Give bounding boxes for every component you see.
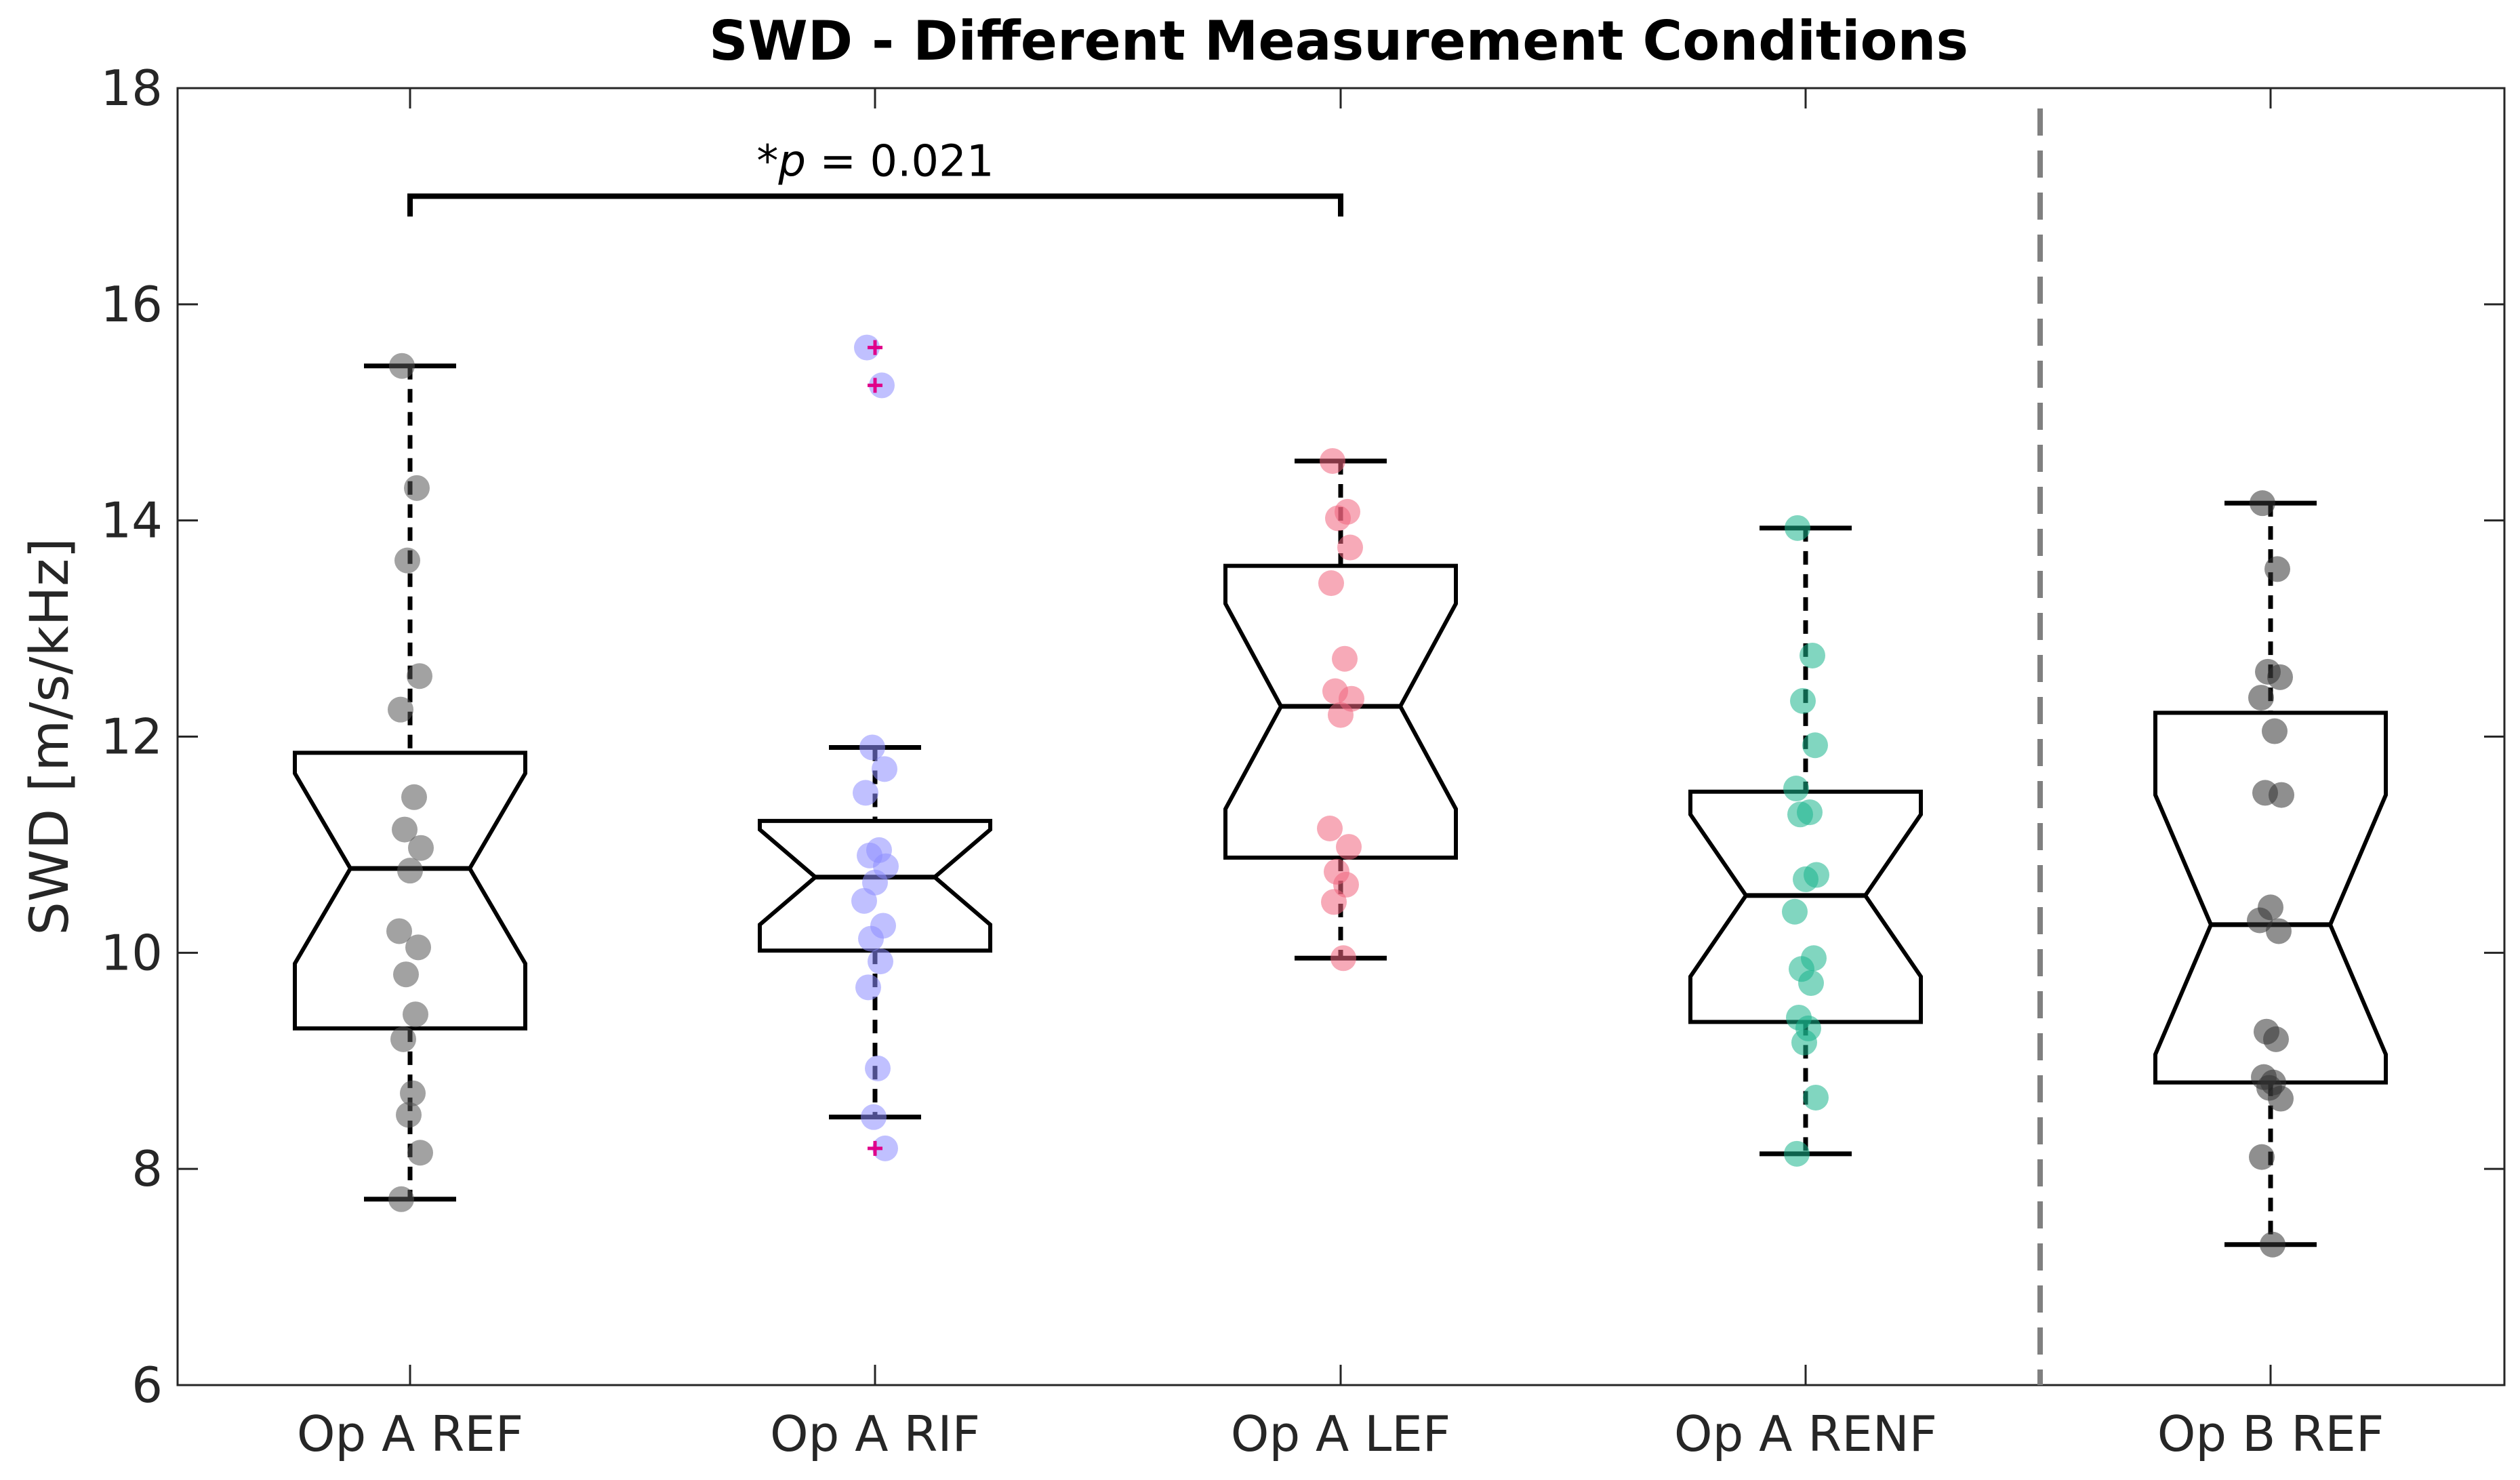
data-point [1332,645,1358,672]
data-point [1318,570,1344,597]
data-point [407,663,432,689]
data-point [2250,490,2275,517]
data-point [1793,866,1818,892]
notched-box [293,751,527,1031]
data-point [2263,1026,2289,1052]
data-point [1330,945,1356,972]
data-point [861,1104,887,1130]
data-point [2269,782,2294,808]
data-point [1798,969,1824,996]
x-tick-label: Op B REF [2157,1405,2384,1462]
data-point [403,1001,428,1028]
data-point [408,835,434,861]
notched-box [758,818,992,953]
data-point [386,918,412,944]
data-point [392,816,418,843]
data-point [2249,1144,2275,1170]
data-point [872,1135,898,1161]
data-point [397,858,423,884]
data-point [1325,505,1351,532]
outlier-marker [868,378,882,393]
data-point [1791,1029,1817,1056]
data-point [1321,889,1347,915]
chart-title: SWD - Different Measurement Conditions [709,9,1968,73]
x-tick-label: Op A LEF [1231,1405,1450,1462]
y-tick-label: 14 [100,492,163,549]
data-point [394,547,420,574]
outlier-marker [868,340,882,355]
y-tick-label: 6 [131,1357,163,1414]
data-point [2266,918,2292,944]
data-point [1800,642,1825,668]
data-point [2267,664,2293,690]
data-point [389,353,415,379]
x-tick-label: Op A RENF [1674,1405,1937,1462]
data-point [853,780,878,806]
notched-box [2153,711,2388,1085]
data-point [405,934,431,961]
data-point [859,734,885,761]
data-point [1802,732,1828,759]
data-point [1320,447,1345,474]
data-point [388,696,413,723]
data-point [872,756,897,782]
data-point [2268,1085,2294,1112]
data-point [390,1026,416,1052]
data-point [1337,534,1363,561]
y-tick-label: 16 [100,276,163,333]
data-point [1328,702,1354,728]
data-point [401,784,427,810]
data-point [855,974,881,1001]
data-point [858,925,884,952]
outlier-marker [868,1140,882,1156]
data-point [407,1140,433,1166]
data-point [851,887,877,914]
data-point [865,1055,891,1081]
data-point [1336,834,1362,860]
data-point [1783,776,1809,802]
data-point [2248,685,2274,711]
data-point [1785,515,1810,541]
data-point [388,1186,414,1212]
data-point [396,1102,422,1128]
data-point [1790,687,1816,714]
y-tick-label: 10 [100,924,163,981]
x-tick-label: Op A RIF [770,1405,980,1462]
data-point [1782,898,1808,925]
notched-box [1688,789,1923,1024]
y-tick-label: 12 [100,708,163,765]
data-point [2247,907,2273,934]
y-axis-label: SWD [m/s/kHz] [20,538,81,935]
data-point [400,1080,426,1106]
data-point [1803,1084,1829,1111]
data-point [2262,718,2288,744]
x-tick-label: Op A REF [297,1405,523,1462]
data-point [868,948,893,975]
y-tick-label: 8 [131,1140,163,1197]
data-point [393,961,419,988]
p-value-annotation: *p = 0.021 [756,136,994,186]
data-point [2264,556,2290,582]
notched-box [1223,563,1458,860]
data-point [1317,816,1343,842]
data-point [1787,801,1813,828]
y-tick-label: 18 [100,60,163,117]
significance-bracket [407,193,1343,217]
data-point [404,475,430,501]
data-point [2260,1231,2285,1258]
data-point [1784,1140,1810,1167]
